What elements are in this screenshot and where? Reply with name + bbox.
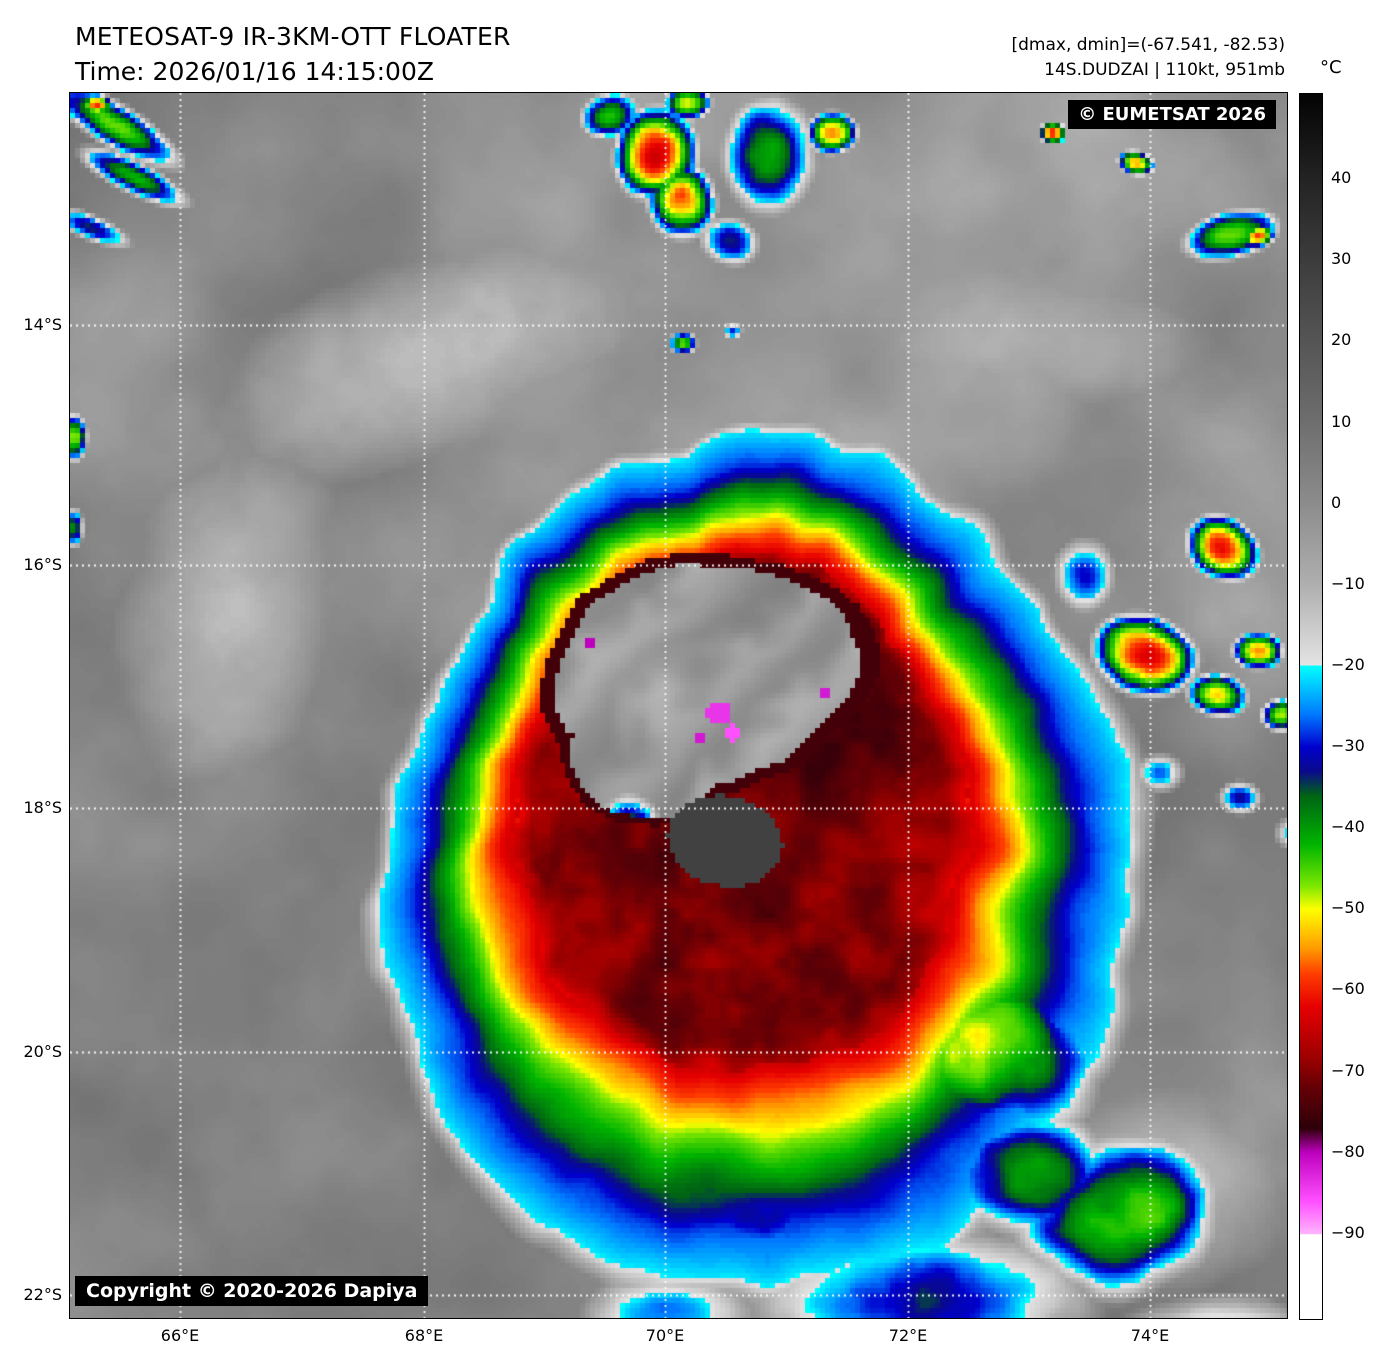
- page-subtitle-time: Time: 2026/01/16 14:15:00Z: [75, 57, 434, 86]
- satellite-map: © EUMETSAT 2026 Copyright © 2020-2026 Da…: [69, 92, 1288, 1319]
- lat-label: 18°S: [23, 798, 62, 817]
- lat-label: 16°S: [23, 555, 62, 574]
- storm-info-label: 14S.DUDZAI | 110kt, 951mb: [1044, 60, 1285, 80]
- lon-label: 70°E: [645, 1326, 685, 1345]
- satellite-canvas: [70, 93, 1287, 1318]
- colorbar-tick-label: −20: [1331, 654, 1365, 674]
- lon-label: 72°E: [888, 1326, 928, 1345]
- colorbar-tick-label: −60: [1331, 979, 1365, 999]
- lon-label: 66°E: [160, 1326, 200, 1345]
- colorbar-tick-label: −50: [1331, 898, 1365, 918]
- colorbar-tick-label: 40: [1331, 168, 1352, 188]
- lat-label: 14°S: [23, 315, 62, 334]
- lon-label: 74°E: [1130, 1326, 1170, 1345]
- header-right: [dmax, dmin]=(-67.541, -82.53) 14S.DUDZA…: [1012, 33, 1286, 83]
- colorbar-tick-label: −30: [1331, 736, 1365, 756]
- colorbar: [1299, 93, 1323, 1320]
- lat-label: 22°S: [23, 1285, 62, 1304]
- colorbar-tick-label: −80: [1331, 1141, 1365, 1161]
- copyright-badge: Copyright © 2020-2026 Dapiya: [75, 1276, 429, 1306]
- colorbar-tick-label: −70: [1331, 1060, 1365, 1080]
- colorbar-tick-label: 30: [1331, 249, 1352, 269]
- colorbar-tick-label: 0: [1331, 492, 1342, 512]
- dmax-dmin-label: [dmax, dmin]=(-67.541, -82.53): [1011, 35, 1286, 55]
- colorbar-unit-label: °C: [1320, 57, 1342, 78]
- lat-label: 20°S: [23, 1042, 62, 1061]
- colorbar-tick-label: −10: [1331, 573, 1365, 593]
- lon-label: 68°E: [404, 1326, 444, 1345]
- page-title: METEOSAT-9 IR-3KM-OTT FLOATER: [75, 22, 511, 51]
- colorbar-gradient: [1300, 94, 1322, 1319]
- colorbar-tick-label: −40: [1331, 817, 1365, 837]
- eumetsat-badge: © EUMETSAT 2026: [1068, 100, 1276, 129]
- colorbar-tick-label: 10: [1331, 411, 1352, 431]
- colorbar-tick-label: 20: [1331, 330, 1352, 350]
- colorbar-tick-label: −90: [1331, 1222, 1365, 1242]
